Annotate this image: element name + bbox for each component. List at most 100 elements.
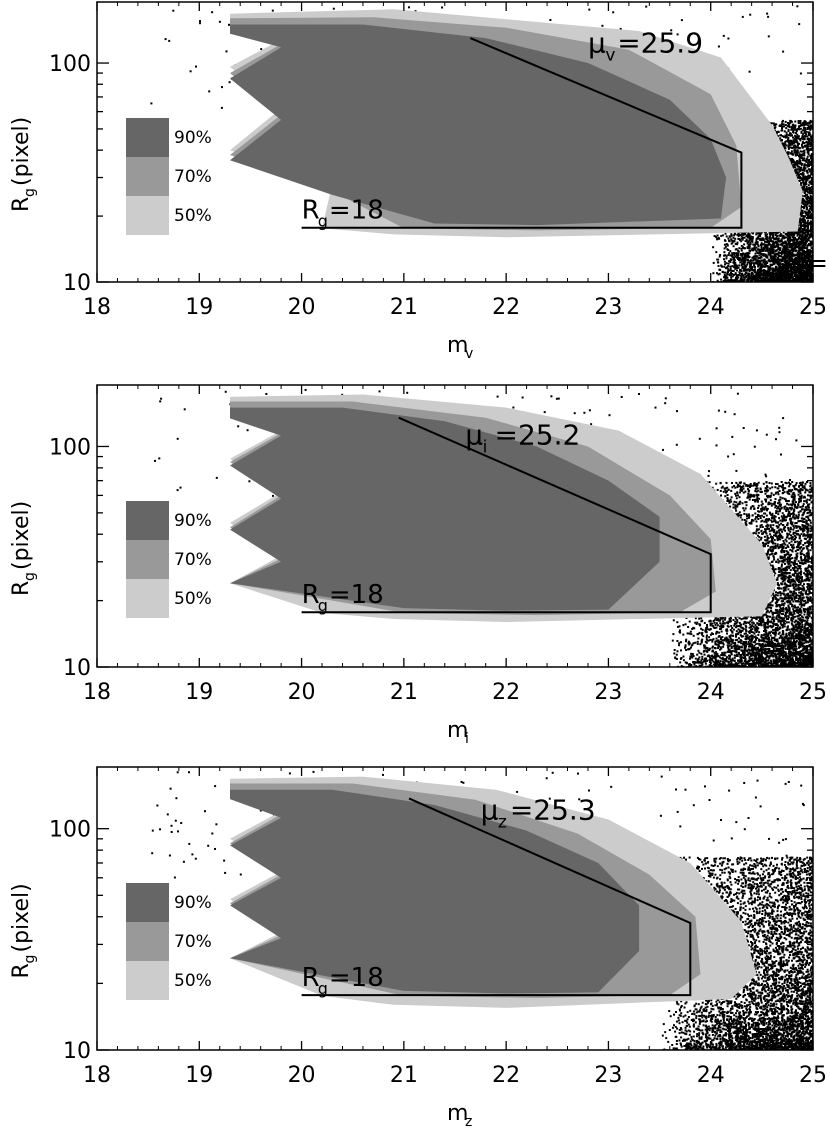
scatter-point xyxy=(788,142,791,145)
scatter-point xyxy=(799,226,802,229)
scatter-point xyxy=(794,154,797,157)
scatter-point xyxy=(811,196,813,199)
scatter-point xyxy=(728,260,731,263)
scatter-point xyxy=(806,275,809,277)
scatter-point xyxy=(770,257,773,260)
scatter-point xyxy=(796,163,799,166)
scatter-point xyxy=(797,162,800,164)
scatter-point xyxy=(778,275,781,278)
scatter-point xyxy=(748,269,751,272)
scatter-point xyxy=(740,249,743,252)
scatter-point xyxy=(802,279,805,282)
scatter-point xyxy=(788,260,791,263)
scatter-point xyxy=(755,276,758,279)
scatter-point xyxy=(797,180,800,182)
scatter-point xyxy=(764,243,767,246)
scatter-point xyxy=(808,121,811,124)
scatter-point xyxy=(799,220,801,223)
scatter-point xyxy=(801,135,804,138)
scatter-point xyxy=(732,236,735,239)
scatter-point xyxy=(781,277,784,280)
scatter-point xyxy=(810,153,813,156)
scatter-point xyxy=(723,274,726,276)
scatter-point xyxy=(781,127,783,130)
scatter-point xyxy=(757,270,759,272)
scatter-point xyxy=(736,243,739,246)
scatter-point xyxy=(780,238,783,241)
scatter-point xyxy=(731,252,734,255)
scatter-point xyxy=(804,232,807,235)
scatter-point xyxy=(784,249,787,252)
scatter-point xyxy=(755,250,758,253)
scatter-point xyxy=(786,250,789,253)
scatter-point xyxy=(760,253,763,255)
scatter-point xyxy=(797,171,800,174)
scatter-point xyxy=(790,126,793,128)
scatter-point xyxy=(802,174,805,177)
scatter-point xyxy=(782,135,785,138)
scatter-point xyxy=(731,239,734,242)
scatter-point xyxy=(792,267,795,270)
scatter-point xyxy=(804,190,807,193)
scatter-point xyxy=(806,254,808,257)
scatter-point xyxy=(787,269,790,272)
scatter-point xyxy=(780,260,783,263)
scatter-point xyxy=(781,143,784,146)
scatter-point xyxy=(731,254,734,257)
scatter-point xyxy=(801,162,804,165)
scatter-point xyxy=(811,230,813,233)
scatter-point xyxy=(780,253,783,255)
scatter-point xyxy=(740,253,742,255)
scatter-point xyxy=(799,127,802,130)
scatter-point xyxy=(751,259,754,262)
scatter-point xyxy=(810,192,813,195)
scatter-point xyxy=(725,255,728,258)
scatter-point xyxy=(806,122,809,125)
scatter-point xyxy=(777,237,780,240)
scatter-point xyxy=(769,243,772,246)
scatter-point xyxy=(736,254,738,256)
scatter-point xyxy=(799,179,801,182)
scatter-point xyxy=(787,122,789,124)
scatter-point xyxy=(795,136,798,139)
scatter-point xyxy=(805,278,808,280)
scatter-point xyxy=(770,272,773,275)
scatter-point xyxy=(805,186,808,188)
scatter-point xyxy=(777,255,780,257)
scatter-point xyxy=(724,245,727,248)
scatter-point xyxy=(782,270,785,273)
scatter-point xyxy=(806,221,809,224)
scatter-point xyxy=(784,275,787,278)
scatter-point xyxy=(808,175,811,178)
scatter-point xyxy=(758,232,761,234)
scatter-point xyxy=(809,148,812,151)
scatter-point xyxy=(810,212,813,215)
scatter-point xyxy=(800,137,803,140)
scatter-point xyxy=(796,252,799,255)
scatter-point xyxy=(809,223,812,226)
scatter-point xyxy=(796,154,799,156)
scatter-point xyxy=(798,236,800,239)
scatter-point xyxy=(806,147,808,150)
scatter-point xyxy=(741,238,744,241)
scatter-point xyxy=(792,128,795,131)
scatter-point xyxy=(777,276,780,279)
scatter-point xyxy=(789,121,792,124)
scatter-point xyxy=(727,271,729,274)
scatter-point xyxy=(796,160,799,162)
scatter-point xyxy=(807,219,810,222)
scatter-point xyxy=(771,267,774,270)
scatter-point xyxy=(727,254,730,256)
scatter-point xyxy=(783,265,786,268)
scatter-point xyxy=(799,246,801,249)
scatter-point xyxy=(795,140,798,143)
scatter-point xyxy=(778,234,781,237)
scatter-point xyxy=(803,258,806,261)
scatter-point xyxy=(790,140,793,143)
scatter-point xyxy=(737,237,740,240)
scatter-point xyxy=(738,272,741,275)
scatter-point xyxy=(792,247,794,250)
scatter-point xyxy=(774,269,777,272)
scatter-point xyxy=(750,262,753,264)
scatter-point xyxy=(799,213,802,216)
